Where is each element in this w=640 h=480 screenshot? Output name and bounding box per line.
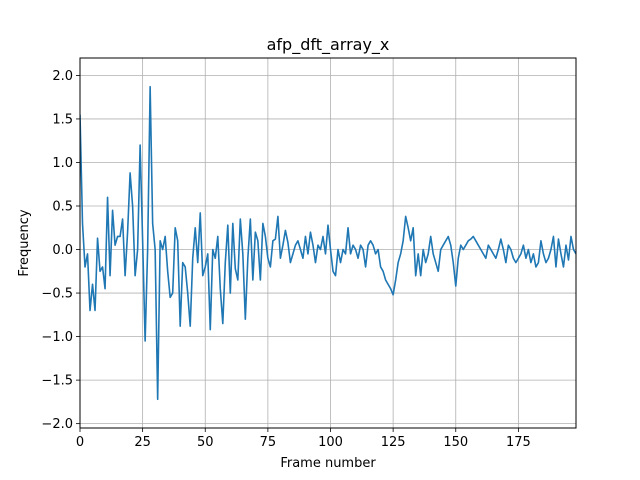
grid [79, 58, 576, 428]
series-line [80, 85, 576, 401]
y-tick-label: −1.5 [41, 374, 73, 389]
y-tick-label: 0.5 [52, 200, 73, 215]
y-axis: −2.0 −1.5 −1.0 −0.5 0.0 0.5 1.0 1.5 2.0 [41, 69, 80, 432]
x-axis-label: Frame number [280, 456, 376, 471]
x-tick-label: 25 [134, 435, 151, 450]
y-tick-label: −2.0 [41, 417, 73, 432]
x-tick-label: 75 [260, 435, 277, 450]
y-tick-label: −0.5 [41, 287, 73, 302]
x-tick-label: 150 [443, 435, 468, 450]
x-tick-label: 100 [318, 435, 343, 450]
series-group [80, 85, 576, 401]
y-tick-label: 0.0 [52, 243, 73, 258]
y-axis-label: Frequency [17, 209, 32, 276]
y-tick-label: 1.0 [52, 156, 73, 171]
x-tick-label: 125 [381, 435, 406, 450]
chart-title: afp_dft_array_x [267, 35, 390, 55]
y-tick-label: 2.0 [52, 69, 73, 84]
x-tick-label: 50 [197, 435, 214, 450]
x-axis: 0 25 50 75 100 125 150 175 [76, 428, 531, 450]
y-tick-label: −1.0 [41, 330, 73, 345]
plot-area [80, 58, 576, 428]
x-tick-label: 175 [506, 435, 531, 450]
plot-frame [79, 57, 577, 429]
x-tick-label: 0 [76, 435, 84, 450]
y-tick-label: 1.5 [52, 112, 73, 127]
